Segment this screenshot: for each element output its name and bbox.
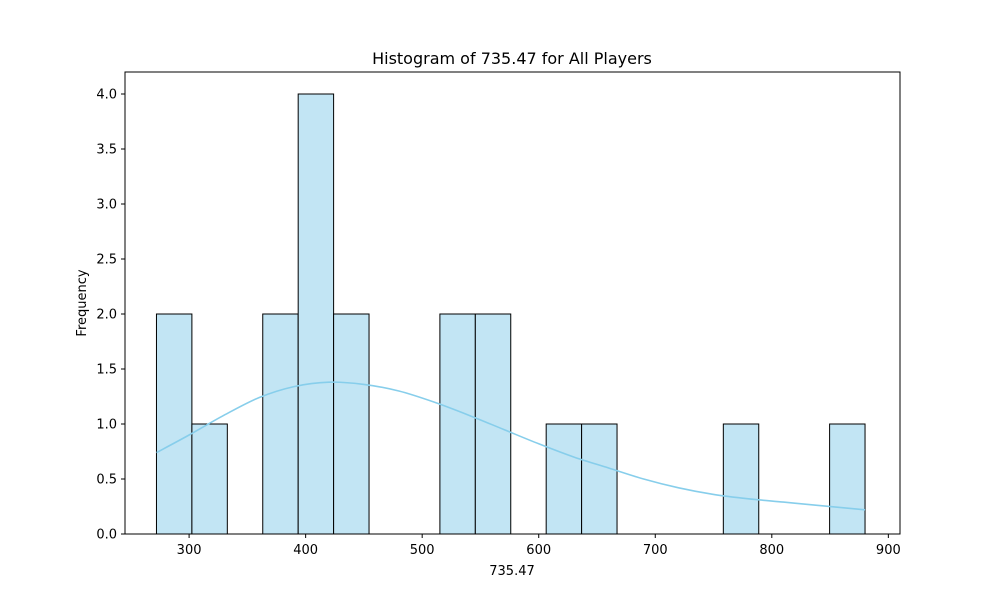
bars-group [155,93,866,535]
y-tick-label: 2.5 [96,253,117,268]
histogram-bar-8 [439,313,476,535]
histogram-bar-4 [297,93,335,535]
x-axis-ticks: 300 400 500 600 700 800 900 [177,534,901,558]
histogram-bar-1 [191,423,228,535]
y-tick-label: 2.0 [96,308,117,323]
y-tick-label: 3.0 [96,198,117,213]
x-tick-label: 300 [177,543,202,558]
histogram-bar-12 [581,423,618,535]
histogram-bar-9 [474,313,512,535]
plot-frame [124,71,901,535]
histogram-bar-0 [155,313,193,535]
histogram-bar-11 [545,423,583,535]
y-tick-label: 0.5 [96,473,117,488]
x-tick-label: 500 [410,543,435,558]
y-tick-label: 1.0 [96,418,117,433]
y-tick-label: 0.0 [96,528,117,543]
x-axis-label: 735.47 [489,564,535,579]
x-tick-label: 800 [759,543,784,558]
x-tick-label: 900 [876,543,901,558]
histogram-bar-19 [829,423,866,535]
x-tick-label: 600 [526,543,551,558]
y-tick-label: 1.5 [96,363,117,378]
y-axis-ticks: 0.0 0.5 1.0 1.5 2.0 2.5 3.0 3.5 4.0 [96,88,125,543]
kde-curve [156,381,866,511]
histogram-bar-3 [262,313,299,535]
y-tick-label: 3.5 [96,143,117,158]
y-tick-label: 4.0 [96,88,117,103]
chart-title: Histogram of 735.47 for All Players [372,49,652,68]
x-tick-label: 400 [293,543,318,558]
x-tick-label: 700 [643,543,668,558]
histogram-bar-16 [722,423,760,535]
histogram-bar-5 [333,313,370,535]
y-axis-label: Frequency [75,269,90,336]
